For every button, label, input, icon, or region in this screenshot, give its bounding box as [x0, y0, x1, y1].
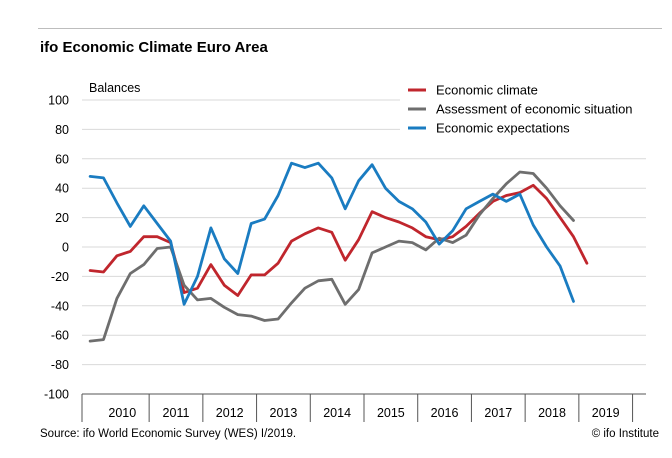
legend-label: Economic expectations [436, 121, 570, 136]
series-line-economic-climate [88, 183, 589, 297]
x-tick-label: 2015 [377, 406, 405, 420]
x-tick-label: 2014 [323, 406, 351, 420]
y-tick-label: 0 [62, 241, 69, 255]
y-tick-label: 100 [48, 94, 69, 108]
y-tick-label: 20 [55, 211, 69, 225]
source-note: Source: ifo World Economic Survey (WES) … [40, 428, 297, 440]
y-tick-label: 80 [55, 123, 69, 137]
y-tick-label: -20 [51, 270, 69, 284]
x-tick-label: 2013 [270, 406, 298, 420]
x-tick-label: 2018 [538, 406, 566, 420]
chart-title: ifo Economic Climate Euro Area [40, 39, 268, 56]
legend-background [400, 80, 652, 138]
x-tick-label: 2017 [484, 406, 512, 420]
x-tick-label: 2011 [163, 406, 190, 420]
series-line-economic-expectations [88, 161, 575, 306]
y-tick-label: -40 [51, 299, 69, 313]
copyright-note: © ifo Institute [591, 428, 659, 440]
y-axis-label: Balances [89, 81, 140, 95]
x-tick-label: 2010 [108, 406, 136, 420]
x-tick-label: 2016 [431, 406, 459, 420]
x-tick-label: 2012 [216, 406, 244, 420]
y-tick-label: -100 [44, 388, 69, 402]
x-tick-label: 2019 [592, 406, 620, 420]
y-tick-label: 40 [55, 182, 69, 196]
y-tick-label: 60 [55, 152, 69, 166]
top-rule [38, 28, 662, 29]
legend-label: Economic climate [436, 83, 538, 98]
y-tick-label: -60 [51, 329, 69, 343]
y-tick-label: -80 [51, 358, 69, 372]
legend-label: Assessment of economic situation [436, 102, 633, 117]
